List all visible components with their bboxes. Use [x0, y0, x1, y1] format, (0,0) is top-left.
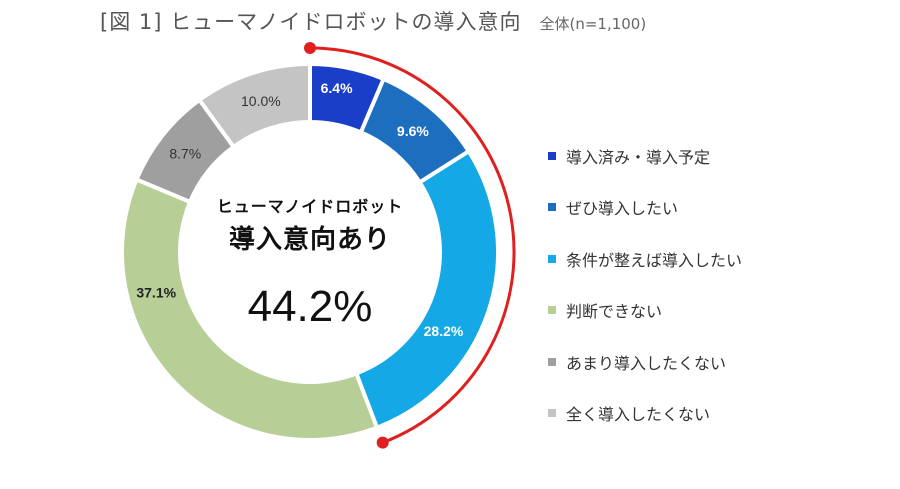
donut-slice — [196, 61, 312, 150]
legend-swatch-icon — [548, 151, 556, 160]
slice-label: 10.0% — [241, 93, 281, 109]
legend-item: あまり導入したくない — [548, 336, 742, 388]
legend-item: 条件が整えば導入したい — [548, 233, 742, 285]
legend-swatch-icon — [548, 254, 556, 263]
bracket-arc — [309, 46, 516, 445]
slice-label: 28.2% — [424, 323, 464, 339]
center-line1: ヒューマノイドロボット — [216, 197, 404, 216]
legend-item: 導入済み・導入予定 — [548, 130, 742, 182]
legend-swatch-icon — [548, 203, 556, 212]
intent-bracket-arc — [304, 42, 516, 449]
center-line2: 導入意向あり — [228, 225, 391, 255]
legend-item: 判断できない — [548, 285, 742, 337]
donut-slices — [120, 61, 500, 442]
sample-size: 全体(n=1,100) — [539, 15, 647, 33]
legend-label: あまり導入したくない — [566, 353, 727, 373]
slice-label: 8.7% — [169, 145, 201, 161]
legend: 導入済み・導入予定 ぜひ導入したい 条件が整えば導入したい 判断できない あまり… — [548, 130, 742, 439]
chart-title-text: [図 1] ヒューマノイドロボットの導入意向 — [100, 10, 522, 34]
legend-label: 全く導入したくない — [566, 405, 711, 425]
legend-swatch-icon — [548, 357, 556, 366]
slice-label: 6.4% — [321, 80, 353, 96]
bracket-endpoint-dot — [376, 436, 389, 449]
legend-swatch-icon — [548, 409, 556, 418]
legend-label: 導入済み・導入予定 — [566, 147, 711, 167]
slice-label: 9.6% — [397, 123, 429, 139]
donut-slice — [120, 176, 380, 442]
chart-title: [図 1] ヒューマノイドロボットの導入意向 全体(n=1,100) — [100, 6, 646, 36]
legend-swatch-icon — [548, 306, 556, 315]
legend-label: 判断できない — [566, 302, 663, 322]
slice-labels: 6.4% 9.6% 28.2% 37.1% 8.7% 10.0% — [136, 80, 464, 339]
legend-label: ぜひ導入したい — [566, 199, 679, 219]
legend-item: ぜひ導入したい — [548, 182, 742, 234]
center-annotation: ヒューマノイドロボット 導入意向あり 44.2% — [180, 193, 440, 332]
center-value: 44.2% — [247, 282, 373, 331]
legend-label: 条件が整えば導入したい — [566, 250, 743, 270]
donut-slice — [353, 148, 500, 431]
bracket-endpoint-dot — [304, 42, 316, 54]
legend-item: 全く導入したくない — [548, 388, 742, 440]
slice-label: 37.1% — [136, 284, 176, 300]
